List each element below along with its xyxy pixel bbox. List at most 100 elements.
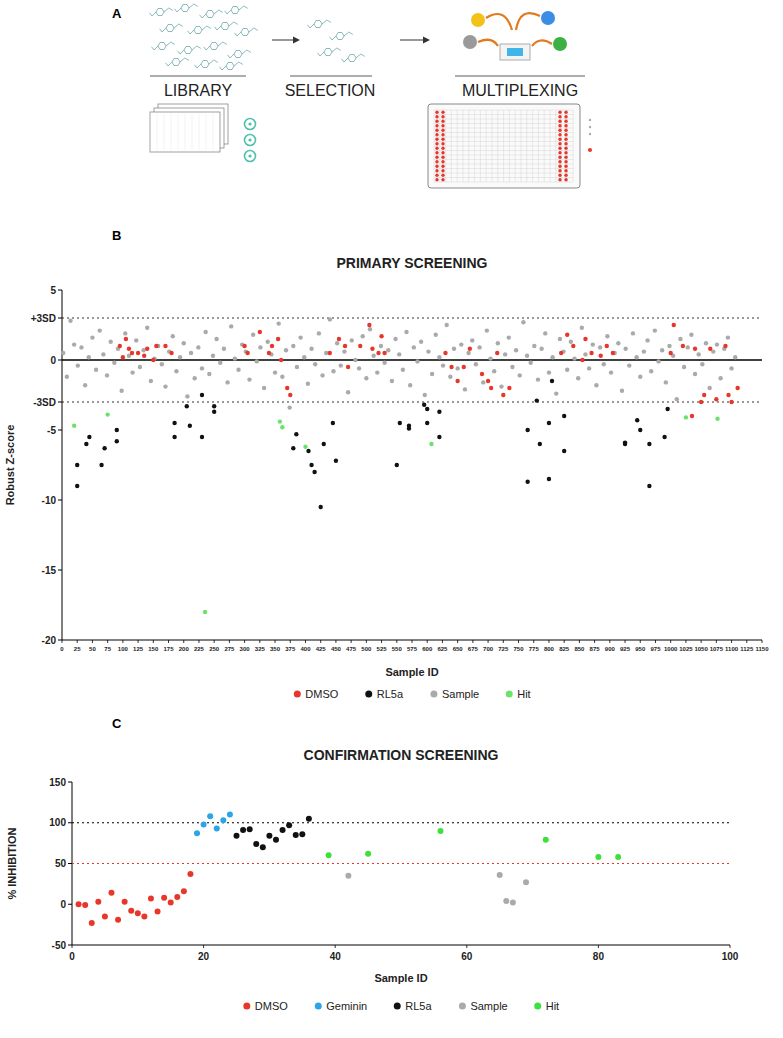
point: [665, 407, 669, 411]
point: [605, 344, 609, 348]
point: [242, 344, 246, 348]
point: [280, 827, 286, 833]
point: [503, 898, 509, 904]
point: [486, 379, 490, 383]
point: [623, 347, 627, 351]
point: [499, 384, 503, 388]
y-tick: [68, 782, 72, 783]
point: [605, 334, 609, 338]
point: [122, 899, 128, 905]
x-tick: [320, 640, 321, 643]
point: [397, 352, 401, 356]
control-well: [435, 115, 438, 118]
point: [422, 403, 426, 407]
arrow: [272, 40, 294, 41]
control-well: [588, 148, 592, 152]
chart-title: PRIMARY SCREENING: [337, 255, 488, 271]
molecule-chain: [342, 58, 348, 62]
point: [656, 359, 660, 363]
x-tick-label: 100: [118, 646, 129, 652]
point: [68, 319, 72, 323]
control-well: [564, 111, 567, 114]
point: [299, 831, 305, 837]
x-tick: [503, 640, 504, 643]
assay-plate-grid: [434, 123, 573, 124]
molecule-ring: [201, 61, 209, 68]
control-well: [441, 115, 444, 118]
x-tick-label: 650: [453, 646, 464, 652]
control-well: [564, 178, 567, 181]
assay-plate-grid: [434, 119, 573, 120]
arrow-head: [293, 37, 300, 44]
x-tick: [229, 640, 230, 643]
legend-swatch: [294, 691, 301, 698]
point: [492, 369, 496, 373]
legend-label: Hit: [546, 1000, 559, 1012]
point: [682, 365, 686, 369]
point: [262, 386, 266, 390]
molecule-chain: [356, 54, 365, 58]
point: [437, 828, 443, 834]
point: [583, 352, 587, 356]
x-tick-label: 75: [104, 646, 111, 652]
legend-swatch: [506, 691, 513, 698]
x-tick-label: 425: [316, 646, 327, 652]
point: [276, 337, 280, 341]
point: [443, 351, 447, 355]
plate-grid: [171, 112, 172, 152]
chart-title: CONFIRMATION SCREENING: [304, 747, 499, 763]
assay-plate-grid: [434, 150, 573, 151]
molecule-chain: [322, 20, 331, 24]
molecule-chain: [152, 46, 158, 50]
vial: [245, 151, 256, 162]
point: [550, 355, 554, 359]
control-well: [435, 129, 438, 132]
y-tick-label: 5: [50, 285, 56, 296]
molecule-ring: [324, 49, 332, 56]
icon-dot: [541, 11, 555, 25]
control-well: [441, 142, 444, 145]
point: [702, 393, 706, 397]
point: [408, 383, 412, 387]
molecule-chain: [188, 30, 194, 34]
point: [598, 345, 602, 349]
point: [328, 317, 332, 321]
assay-plate-grid: [434, 128, 573, 129]
y-tick: [58, 360, 62, 361]
y-tick-label: -5: [47, 425, 56, 436]
point: [571, 344, 575, 348]
point: [609, 370, 613, 374]
point: [429, 442, 433, 446]
x-tick: [198, 640, 199, 643]
y-tick: [68, 822, 72, 823]
x-tick-label: 375: [285, 646, 296, 652]
point: [525, 480, 529, 484]
molecule-chain: [220, 66, 226, 70]
x-axis: [72, 945, 730, 946]
x-tick: [488, 640, 489, 643]
point: [547, 370, 551, 374]
point: [79, 345, 83, 349]
point: [284, 348, 288, 352]
point: [370, 347, 374, 351]
control-well: [558, 156, 561, 159]
x-tick: [548, 640, 549, 643]
x-tick-label: 250: [209, 646, 220, 652]
panel-label: B: [112, 228, 121, 243]
x-tick: [670, 640, 671, 643]
point: [102, 446, 106, 450]
point: [326, 852, 332, 858]
y-tick: [58, 318, 62, 319]
x-tick: [472, 640, 473, 643]
point: [733, 355, 737, 359]
x-tick-label: 850: [574, 646, 585, 652]
control-well: [435, 178, 438, 181]
control-well: [441, 151, 444, 154]
point: [306, 382, 310, 386]
point: [163, 384, 167, 388]
point: [532, 344, 536, 348]
x-tick-label: 200: [179, 646, 190, 652]
point: [218, 361, 222, 365]
point: [233, 356, 237, 360]
point: [572, 356, 576, 360]
